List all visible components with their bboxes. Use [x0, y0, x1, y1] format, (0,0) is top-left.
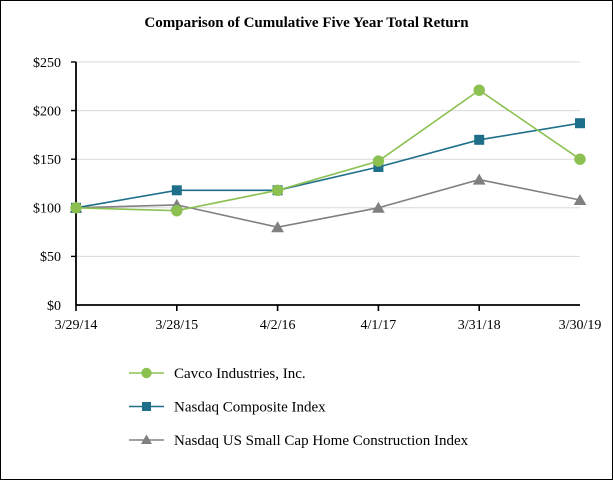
svg-text:3/29/14: 3/29/14 — [55, 318, 98, 333]
svg-text:3/30/19: 3/30/19 — [559, 318, 602, 333]
svg-text:3/31/18: 3/31/18 — [458, 318, 501, 333]
svg-text:$200: $200 — [33, 105, 61, 120]
svg-text:Cavco Industries, Inc.: Cavco Industries, Inc. — [174, 366, 306, 382]
svg-text:$0: $0 — [47, 299, 61, 314]
svg-text:$150: $150 — [33, 153, 61, 168]
svg-text:4/2/16: 4/2/16 — [260, 318, 296, 333]
svg-text:4/1/17: 4/1/17 — [361, 318, 397, 333]
svg-text:3/28/15: 3/28/15 — [155, 318, 198, 333]
svg-text:$100: $100 — [33, 202, 61, 217]
svg-text:$250: $250 — [33, 56, 61, 71]
svg-text:Nasdaq US Small Cap Home Const: Nasdaq US Small Cap Home Construction In… — [174, 433, 469, 449]
svg-text:$50: $50 — [40, 250, 61, 265]
svg-text:Nasdaq Composite Index: Nasdaq Composite Index — [174, 400, 326, 416]
